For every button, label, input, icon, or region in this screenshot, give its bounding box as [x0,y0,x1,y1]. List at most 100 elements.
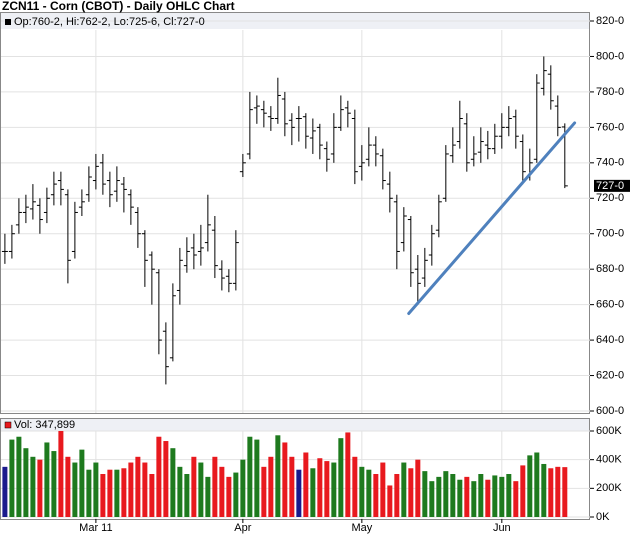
x-tick-label: May [351,522,372,534]
volume-bar [212,456,218,517]
volume-bar [107,469,113,517]
volume-bar [72,462,78,517]
volume-bar [44,442,50,517]
y-tick-label: 620-0 [596,369,624,381]
y-tick-label: 0K [596,511,610,523]
legend-text: Op:760-2, Hi:762-2, Lo:725-6, Cl:727-0 [14,16,205,28]
volume-bar [37,459,43,517]
volume-bar [373,474,379,517]
last-price-label: 727-0 [596,180,624,192]
volume-bar [359,466,365,517]
volume-bar [562,467,568,517]
volume-bar [79,449,85,517]
volume-bar [303,452,309,517]
volume-bar [219,466,225,517]
volume-bar [58,431,64,517]
volume-bar [499,476,505,517]
legend-text: Vol: 347,899 [14,419,75,431]
legend-swatch [4,421,12,429]
volume-bar [345,432,351,517]
volume-bar [121,468,127,517]
volume-bar [443,471,449,517]
volume-bar [541,463,547,517]
volume-bar [2,466,8,517]
volume-bar [156,436,162,517]
volume-bar [394,474,400,517]
volume-bar [513,481,519,517]
volume-bar [338,438,344,517]
volume-bar [30,456,36,517]
volume-bar [527,455,533,517]
y-tick-label: 720-0 [596,192,624,204]
x-tick-label: Jun [493,522,511,534]
volume-bar [478,474,484,517]
x-tick-label: Apr [234,522,251,534]
volume-bar [380,462,386,517]
volume-bar [51,451,57,517]
volume-bar [268,456,274,517]
y-tick-label: 600-0 [596,405,624,417]
volume-bar [170,448,176,517]
volume-bar [23,448,29,517]
volume-bar [548,468,554,517]
x-tick-label: Mar 11 [79,522,112,534]
legend-swatch [5,19,11,25]
volume-bar [471,481,477,517]
volume-bar [184,474,190,517]
volume-bar [450,474,456,517]
volume-panel [0,418,590,520]
volume-bar [177,466,183,517]
volume-bar [142,462,148,517]
volume-bar [289,456,295,517]
volume-bar [93,462,99,517]
volume-bar [128,462,134,517]
volume-bar [401,462,407,517]
volume-bar [408,468,414,517]
y-tick-label: 600K [596,425,622,437]
volume-bar [331,462,337,517]
volume-bar [282,442,288,517]
volume-bar [492,475,498,517]
volume-bar [387,485,393,517]
volume-bar [247,436,253,517]
volume-bar [9,439,15,517]
volume-bar [233,472,239,517]
volume-bar [261,466,267,517]
volume-bar [436,476,442,517]
volume-header [1,419,589,431]
volume-bar [254,439,260,517]
volume-bar [114,469,120,517]
volume-bar [100,474,106,517]
y-tick-label: 400K [596,454,622,466]
y-tick-label: 680-0 [596,263,624,275]
volume-bar [296,469,302,517]
volume-bar [275,435,281,517]
volume-bar [429,481,435,517]
volume-bar [317,458,323,517]
price-panel [0,12,590,414]
y-tick-label: 640-0 [596,334,624,346]
y-tick-label: 740-0 [596,157,624,169]
volume-bar [415,459,421,517]
y-tick-label: 660-0 [596,299,624,311]
volume-bar [534,452,540,517]
last-price-box [594,179,630,192]
volume-bar [366,469,372,517]
y-tick-label: 200K [596,482,622,494]
volume-bar [198,462,204,517]
volume-bar [226,476,232,517]
volume-bar [464,476,470,517]
volume-bar [352,456,358,517]
volume-bar [520,465,526,517]
volume-bar [457,479,463,517]
trend-line [407,121,577,315]
volume-bar [86,469,92,517]
volume-bar [555,466,561,517]
volume-bar [310,468,316,517]
volume-bar [485,479,491,517]
volume-bar [506,474,512,517]
y-tick-label: 700-0 [596,228,624,240]
volume-bar [205,476,211,517]
volume-bar [191,456,197,517]
